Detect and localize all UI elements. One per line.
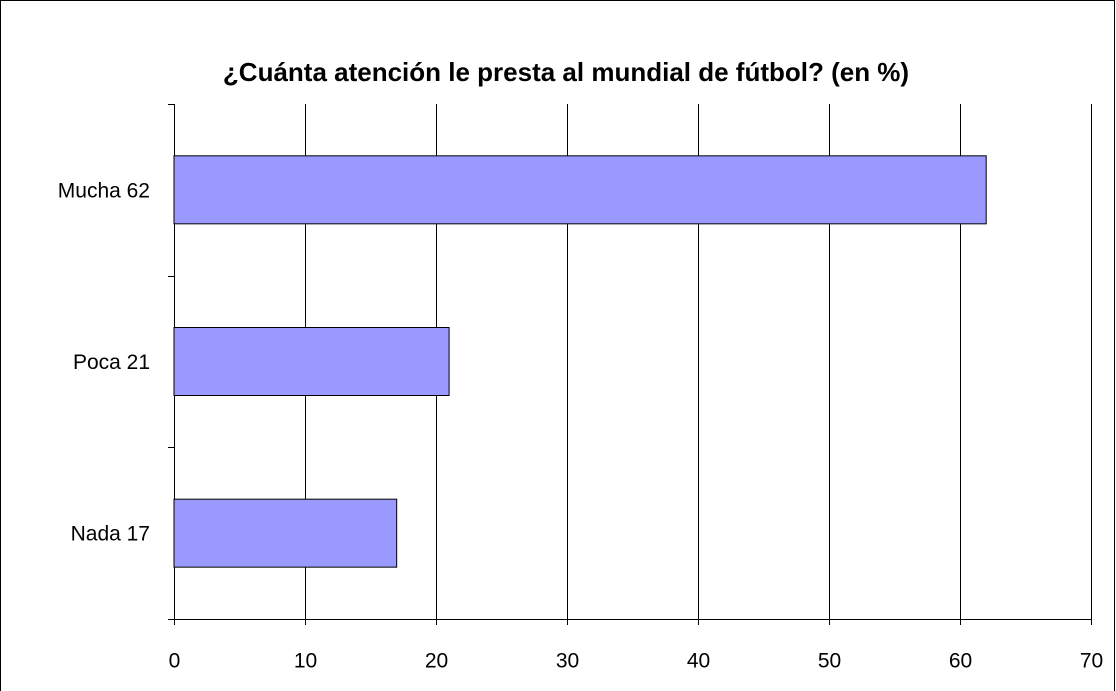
x-tick-label: 20 (425, 650, 448, 673)
x-tick-label: 40 (687, 650, 710, 673)
x-tick-label: 30 (556, 650, 579, 673)
x-tick-label: 70 (1080, 650, 1103, 673)
chart-title: ¿Cuánta atención le presta al mundial de… (223, 57, 909, 87)
y-tick-label: Nada 17 (71, 523, 150, 546)
bar (173, 327, 450, 396)
bar (173, 498, 398, 568)
y-tick-label: Mucha 62 (58, 179, 150, 202)
bar (173, 155, 987, 225)
x-tick-label: 60 (949, 650, 972, 673)
x-tick-label: 0 (169, 650, 181, 673)
x-tick-label: 10 (294, 650, 317, 673)
x-tick-label: 50 (818, 650, 841, 673)
y-tick-label: Poca 21 (73, 351, 150, 374)
